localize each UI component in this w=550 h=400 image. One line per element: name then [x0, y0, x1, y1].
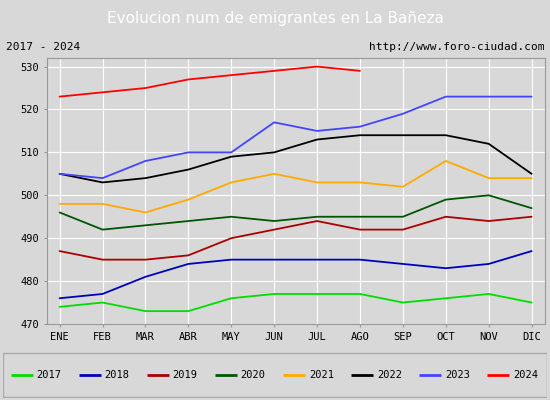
Text: http://www.foro-ciudad.com: http://www.foro-ciudad.com: [369, 42, 544, 52]
Text: 2018: 2018: [104, 370, 130, 380]
Text: 2020: 2020: [241, 370, 266, 380]
Text: Evolucion num de emigrantes en La Bañeza: Evolucion num de emigrantes en La Bañeza: [107, 10, 443, 26]
Text: 2024: 2024: [513, 370, 538, 380]
Text: 2021: 2021: [309, 370, 334, 380]
Text: 2017 - 2024: 2017 - 2024: [6, 42, 80, 52]
Text: 2022: 2022: [377, 370, 402, 380]
Text: 2019: 2019: [173, 370, 197, 380]
Text: 2017: 2017: [36, 370, 62, 380]
Text: 2023: 2023: [445, 370, 470, 380]
